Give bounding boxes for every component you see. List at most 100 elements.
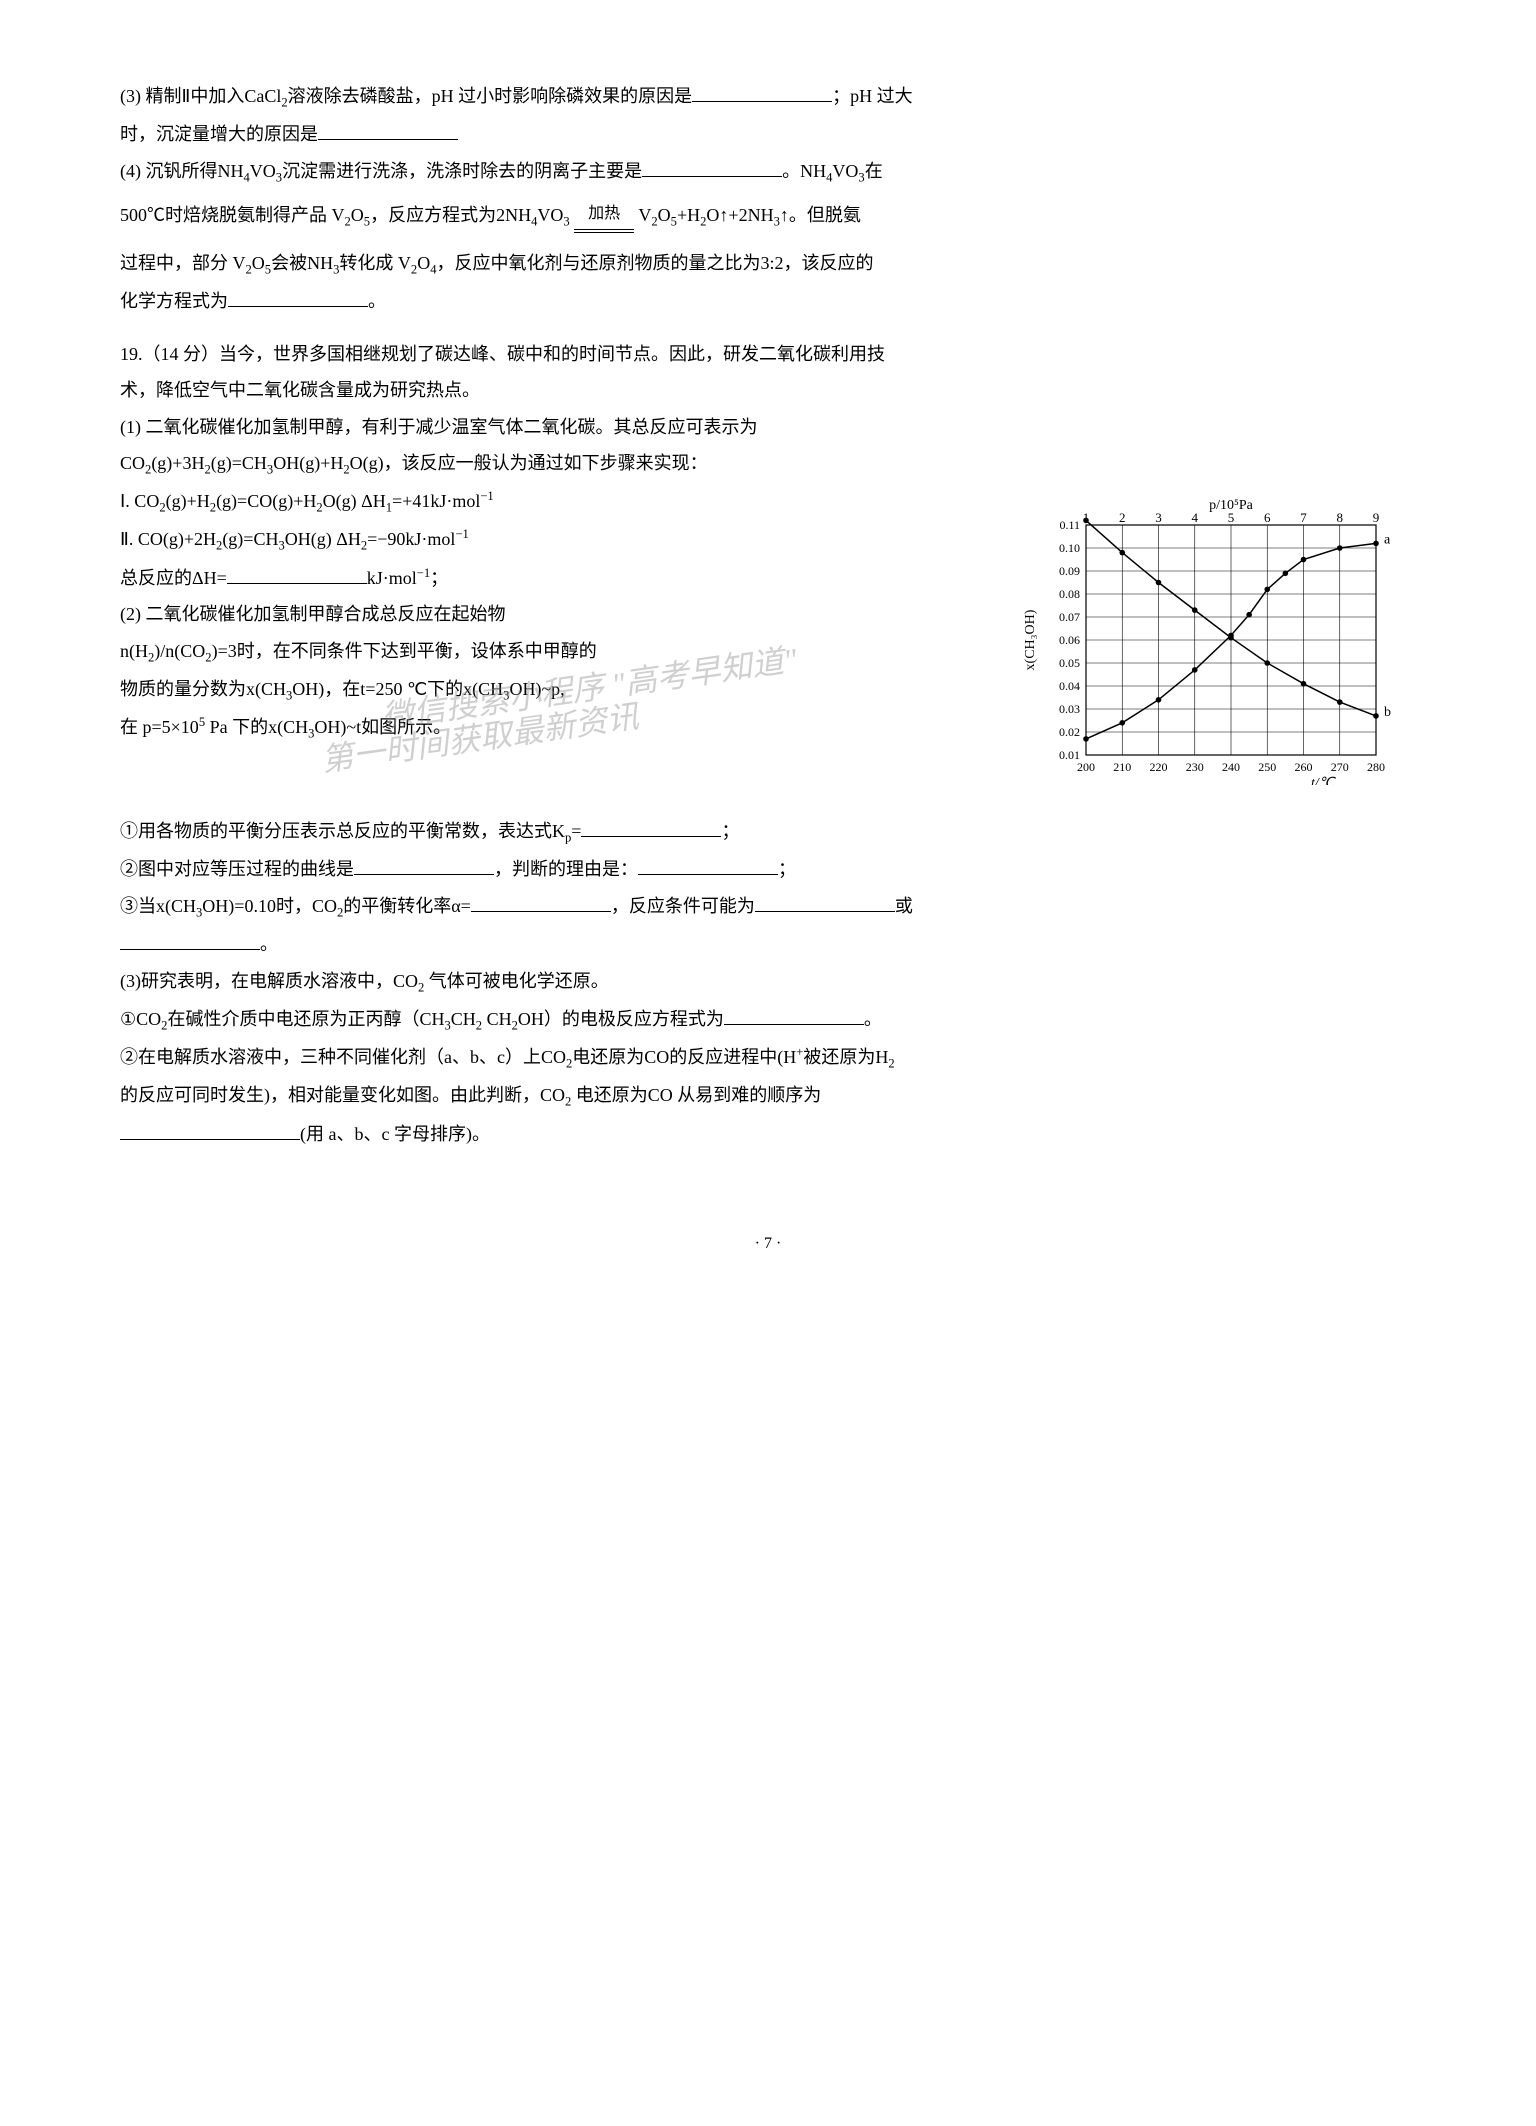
eq: O(g)	[350, 453, 384, 473]
q19-text: OH)，在t=250 ℃下的x(CH	[292, 679, 503, 699]
q4-text: V	[638, 205, 651, 225]
blank	[724, 1003, 864, 1025]
chart-svg: p/10⁵Pa123456789200210220230240250260270…	[1016, 495, 1416, 785]
q19-text: 被还原为H	[803, 1047, 888, 1067]
blank	[581, 816, 721, 838]
blank	[228, 286, 368, 308]
eq: (g)=CH	[211, 453, 267, 473]
svg-text:270: 270	[1331, 760, 1349, 774]
svg-text:t/℃: t/℃	[1311, 776, 1337, 785]
sup: −1	[480, 489, 493, 503]
eq: ；	[430, 568, 448, 588]
svg-text:0.04: 0.04	[1059, 679, 1080, 693]
figure-text-wrap: p/10⁵Pa123456789200210220230240250260270…	[120, 485, 1416, 785]
q19-text: ③当x(CH	[120, 896, 196, 916]
svg-text:230: 230	[1186, 760, 1204, 774]
blank	[638, 854, 778, 876]
q4-text: (4) 沉钒所得NH	[120, 161, 244, 181]
q4-text: ，反应方程式为2NH	[370, 205, 531, 225]
chart-figure: p/10⁵Pa123456789200210220230240250260270…	[1016, 495, 1416, 785]
q19-text: n(H	[120, 641, 148, 661]
eq: (g)+3H	[151, 453, 204, 473]
q4-text: O	[417, 253, 430, 273]
eq-line	[574, 232, 634, 233]
blank	[642, 155, 782, 177]
q4-text: 。NH	[782, 161, 826, 181]
svg-text:0.08: 0.08	[1059, 587, 1080, 601]
svg-text:280: 280	[1367, 760, 1385, 774]
q19-text: ②图中对应等压过程的曲线是	[120, 859, 354, 879]
svg-text:8: 8	[1337, 510, 1344, 525]
reaction-arrow: 加热	[574, 200, 634, 233]
q19-text: CH	[451, 1009, 476, 1029]
q19-text: (2) 二氧化碳催化加氢制甲醇合成总反应在起始物	[120, 604, 506, 624]
svg-text:x(CH₃OH): x(CH₃OH)	[1023, 609, 1038, 670]
eq: OH(g)+H	[273, 453, 343, 473]
svg-text:0.02: 0.02	[1059, 725, 1080, 739]
q19-sub3b: 。	[120, 928, 1416, 960]
q4-text: 沉淀需进行洗涤，洗涤时除去的阴离子主要是	[282, 161, 642, 181]
q19-text: 。	[864, 1009, 882, 1029]
blank	[120, 929, 260, 951]
q19-text: (1) 二氧化碳催化加氢制甲醇，有利于减少温室气体二氧化碳。其总反应可表示为	[120, 417, 758, 437]
svg-text:0.09: 0.09	[1059, 564, 1080, 578]
blank	[227, 562, 367, 584]
q19-text: )=3时，在不同条件下达到平衡，设体系中甲醇的	[212, 641, 597, 661]
svg-text:5: 5	[1228, 510, 1235, 525]
q4-text: O	[351, 205, 364, 225]
q4-text: ，反应中氧化剂与还原剂物质的量之比为3:2，该反应的	[436, 253, 873, 273]
svg-text:250: 250	[1258, 760, 1276, 774]
q4-text: 过程中，部分 V	[120, 253, 246, 273]
q19-text: 或	[895, 896, 913, 916]
eq: Ⅱ. CO(g)+2H	[120, 529, 216, 549]
eq-line	[574, 229, 634, 230]
q4-text: 在	[865, 161, 883, 181]
eq: Ⅰ. CO	[120, 491, 159, 511]
eq: 总反应的ΔH=	[120, 568, 227, 588]
q19-text: 电还原为CO的反应进程中(H	[572, 1047, 796, 1067]
svg-text:0.05: 0.05	[1059, 656, 1080, 670]
q19-text: ，反应条件可能为	[611, 896, 755, 916]
svg-text:b: b	[1384, 705, 1391, 720]
eq: O(g) ΔH	[323, 491, 386, 511]
q4-text: VO	[250, 161, 276, 181]
q19-text: 的反应可同时发生)，相对能量变化如图。由此判断，CO	[120, 1085, 565, 1105]
q19-text: ①CO	[120, 1009, 161, 1029]
svg-text:0.11: 0.11	[1059, 518, 1080, 532]
q4-text: 500℃时焙烧脱氨制得产品 V	[120, 205, 345, 225]
q4-text: 化学方程式为	[120, 291, 228, 311]
q3-text: (3) 精制Ⅱ中加入CaCl	[120, 86, 281, 106]
q19-p3-sub2: ②在电解质水溶液中，三种不同催化剂（a、b、c）上CO2电还原为CO的反应进程中…	[120, 1041, 1416, 1075]
q4-text: O↑+2NH	[706, 205, 773, 225]
svg-text:210: 210	[1113, 760, 1131, 774]
blank	[318, 119, 458, 141]
q3-text: 溶液除去磷酸盐，pH 过小时影响除磷效果的原因是	[288, 86, 693, 106]
q19-text: 物质的量分数为x(CH	[120, 679, 286, 699]
q19-text: CH	[482, 1009, 512, 1029]
eq: kJ·mol	[367, 568, 417, 588]
q19-text: 的平衡转化率α=	[343, 896, 471, 916]
q19-text: 术，降低空气中二氧化碳含量成为研究热点。	[120, 380, 480, 400]
q4-line4: 化学方程式为。	[120, 285, 1416, 317]
svg-text:3: 3	[1155, 510, 1162, 525]
svg-text:6: 6	[1264, 510, 1271, 525]
q19-sub3: ③当x(CH3OH)=0.10时，CO2的平衡转化率α=，反应条件可能为或	[120, 890, 1416, 924]
q19-text: )/n(CO	[154, 641, 205, 661]
q19-text: ；	[721, 821, 739, 841]
q19-text: OH）的电极反应方程式为	[518, 1009, 724, 1029]
q19-text: 气体可被电化学还原。	[424, 971, 609, 991]
eq: (g)+H	[166, 491, 210, 511]
q19-text: (3)研究表明，在电解质水溶液中，CO	[120, 971, 418, 991]
q19-p3-sub2c: (用 a、b、c 字母排序)。	[120, 1118, 1416, 1150]
q19-p3-sub1: ①CO2在碱性介质中电还原为正丙醇（CH3CH2 CH2OH）的电极反应方程式为…	[120, 1003, 1416, 1037]
q19-text: =	[571, 821, 581, 841]
sup: −1	[417, 566, 430, 580]
svg-text:7: 7	[1300, 510, 1307, 525]
blank	[120, 1118, 300, 1140]
q19-text: 在碱性介质中电还原为正丙醇（CH	[167, 1009, 444, 1029]
q19-text: (用 a、b、c 字母排序)。	[300, 1124, 490, 1144]
q19-text: OH)=0.10时，CO	[202, 896, 337, 916]
blank	[755, 890, 895, 912]
svg-text:0.03: 0.03	[1059, 702, 1080, 716]
q4-text: 会被NH	[271, 253, 333, 273]
